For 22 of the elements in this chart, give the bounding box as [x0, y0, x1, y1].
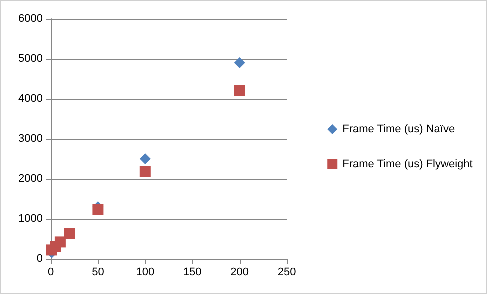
- y-tick-label: 1000: [18, 213, 43, 225]
- point: [234, 86, 246, 96]
- y-tick-label: 5000: [18, 53, 43, 65]
- legend-label: Frame Time (us) Flyweight: [342, 158, 473, 170]
- y-tick-label: 2000: [18, 173, 43, 185]
- x-tick-label: 50: [92, 266, 104, 278]
- x-tick-label: 0: [48, 266, 54, 278]
- point: [140, 166, 151, 178]
- x-tick-label: 200: [230, 266, 249, 278]
- y-tick-label: 6000: [18, 13, 43, 25]
- point: [64, 228, 76, 240]
- y-tick-label: 0: [36, 253, 43, 265]
- y-tick-label: 4000: [18, 93, 43, 105]
- x-tick-label: 100: [136, 266, 155, 278]
- y-tick-label: 3000: [18, 133, 43, 145]
- x-tick-label: 150: [183, 266, 202, 278]
- point: [234, 58, 246, 68]
- x-tick-label: 250: [278, 266, 296, 278]
- legend-label: Frame Time (us) Naïve: [342, 124, 456, 136]
- point: [92, 204, 104, 216]
- point: [54, 236, 66, 248]
- point: [140, 154, 151, 164]
